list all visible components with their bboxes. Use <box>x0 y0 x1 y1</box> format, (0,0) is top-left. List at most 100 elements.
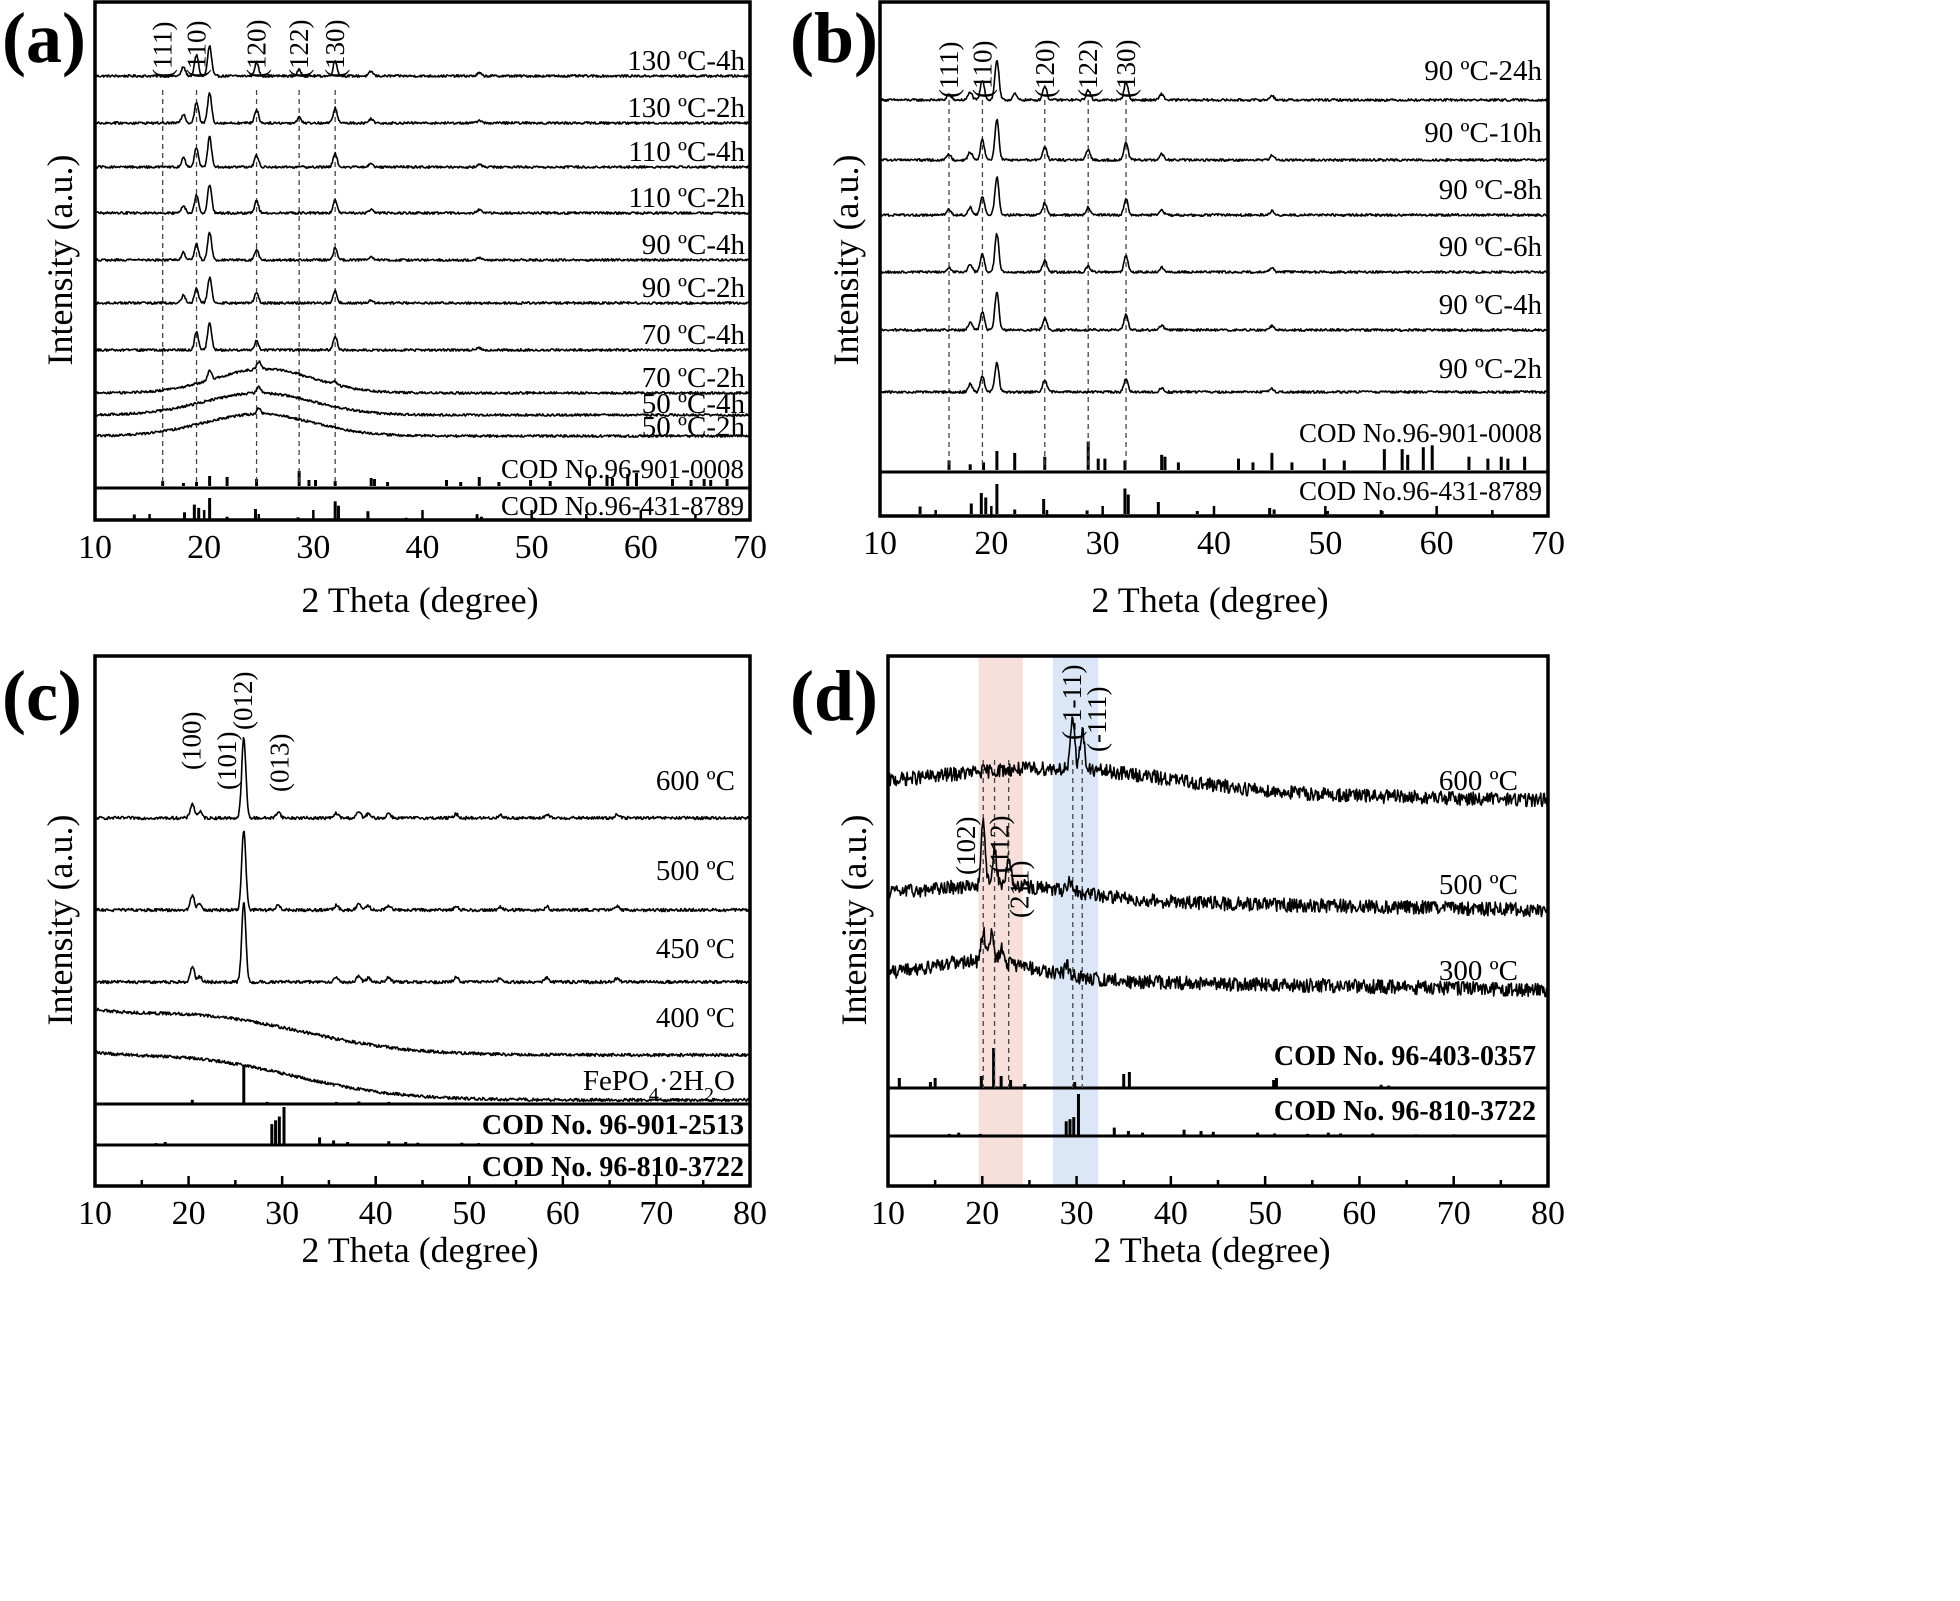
reference-label: COD No. 96-403-0357 <box>1274 1041 1536 1072</box>
curve-label: 130 ºC-4h <box>627 45 745 77</box>
x-tick-label: 10 <box>78 1195 112 1232</box>
x-tick-label: 20 <box>965 1195 999 1232</box>
curve-label: FePO4·2H2O <box>583 1065 735 1106</box>
x-tick-label: 50 <box>1248 1195 1282 1232</box>
curve-label: 70 ºC-2h <box>642 362 746 394</box>
peak-label: (120) <box>242 20 272 78</box>
xrd-curve <box>94 231 751 262</box>
curve-label-part: 2 <box>704 1084 714 1106</box>
peak-label: (130) <box>1111 40 1141 98</box>
x-tick-label: 70 <box>1531 525 1565 562</box>
x-tick-label: 40 <box>359 1195 393 1232</box>
reference-label: COD No.96-431-8789 <box>501 491 744 521</box>
panel-letter: (b) <box>790 0 878 78</box>
reference-label: COD No. 96-810-3722 <box>482 1152 744 1183</box>
curve-label-part: · <box>659 1065 669 1097</box>
x-tick-label: 60 <box>1420 525 1454 562</box>
curve-label-part: 2 <box>669 1065 684 1097</box>
x-tick-label: 30 <box>1086 525 1120 562</box>
xrd-curve <box>94 322 751 352</box>
peak-label: (-111) <box>1082 687 1112 752</box>
peak-label: (110) <box>967 41 997 98</box>
peak-label: (122) <box>1073 40 1103 98</box>
curve-label: 450 ºC <box>656 933 735 965</box>
curve-label: 70 ºC-4h <box>642 319 746 351</box>
x-tick-label: 40 <box>1154 1195 1188 1232</box>
peak-label: (111) <box>934 42 964 98</box>
x-tick-label: 80 <box>733 1195 767 1232</box>
curve-label-part: 4 <box>649 1084 659 1106</box>
peak-label: (-1-11) <box>1057 665 1087 740</box>
peak-label: (130) <box>320 20 350 78</box>
xrd-curve <box>94 385 751 417</box>
xrd-curve <box>879 60 1549 102</box>
x-tick-label: 70 <box>1437 1195 1471 1232</box>
x-tick-label: 10 <box>871 1195 905 1232</box>
x-tick-label: 50 <box>452 1195 486 1232</box>
panel-letter: (c) <box>2 656 82 736</box>
peak-label: (012) <box>228 672 258 730</box>
curve-label: 90 ºC-6h <box>1439 231 1543 263</box>
x-tick-label: 10 <box>78 529 112 566</box>
curve-label: 90 ºC-10h <box>1424 117 1542 149</box>
x-tick-label: 20 <box>187 529 221 566</box>
xrd-curve <box>94 736 751 821</box>
xrd-curve <box>879 232 1549 274</box>
xrd-curve <box>94 276 751 305</box>
reference-pattern <box>154 1107 578 1145</box>
x-tick-label: 30 <box>265 1195 299 1232</box>
xrd-curve <box>94 135 751 169</box>
peak-label: (013) <box>264 734 294 792</box>
curve-label-part: O <box>714 1065 735 1097</box>
x-axis-label: 2 Theta (degree) <box>1093 1230 1330 1270</box>
x-tick-label: 20 <box>172 1195 206 1232</box>
x-tick-label: 30 <box>1060 1195 1094 1232</box>
peak-label: (100) <box>176 712 206 770</box>
curve-label-part: H <box>683 1065 704 1097</box>
x-tick-label: 80 <box>1531 1195 1565 1232</box>
xrd-curve <box>887 926 1549 998</box>
xrd-curve <box>879 118 1549 162</box>
curve-label: 50 ºC-2h <box>642 411 746 443</box>
reference-label: COD No.96-431-8789 <box>1299 476 1542 506</box>
reference-pattern <box>161 471 729 486</box>
xrd-curve <box>94 830 751 913</box>
curve-label: 300 ºC <box>1439 955 1518 987</box>
curve-label-part: FePO <box>583 1065 649 1097</box>
panel-letter: (a) <box>2 0 86 78</box>
peak-label: (101) <box>212 732 242 790</box>
peak-label: (211) <box>1005 861 1035 918</box>
x-axis-label: 2 Theta (degree) <box>301 580 538 620</box>
curve-label: 600 ºC <box>1439 765 1518 797</box>
xrd-curve <box>879 176 1549 217</box>
y-axis-label: Intensity (a.u.) <box>826 155 866 366</box>
x-tick-label: 70 <box>639 1195 673 1232</box>
y-axis-label: Intensity (a.u.) <box>40 155 80 366</box>
peak-label: (110) <box>182 21 212 78</box>
x-tick-label: 40 <box>406 529 440 566</box>
curve-label: 400 ºC <box>656 1002 735 1034</box>
curve-label: 90 ºC-8h <box>1439 174 1543 206</box>
x-tick-label: 60 <box>624 529 658 566</box>
curve-label: 90 ºC-2h <box>1439 353 1543 385</box>
reference-label: COD No. 96-901-2513 <box>482 1110 744 1141</box>
curve-label: 110 ºC-2h <box>628 182 745 214</box>
peak-label: (102) <box>951 817 981 875</box>
peak-label: (122) <box>284 20 314 78</box>
panel-letter: (d) <box>790 656 878 736</box>
curve-label: 500 ºC <box>656 855 735 887</box>
y-axis-label: Intensity (a.u.) <box>40 815 80 1026</box>
curve-label: 90 ºC-4h <box>642 229 746 261</box>
xrd-curve <box>94 184 751 215</box>
reference-pattern <box>897 1048 1391 1088</box>
reference-pattern <box>947 1094 1456 1136</box>
curve-label: 90 ºC-2h <box>642 272 746 304</box>
xrd-curve <box>94 902 751 985</box>
panel-c: COD No. 96-901-2513 COD No. 96-810-3722 60… <box>2 654 767 1270</box>
x-tick-label: 20 <box>974 525 1008 562</box>
xrd-curve <box>94 407 751 438</box>
curve-label: 50 ºC-4h <box>642 388 746 420</box>
curve-label: 600 ºC <box>656 765 735 797</box>
reference-label: COD No. 96-810-3722 <box>1274 1096 1536 1127</box>
